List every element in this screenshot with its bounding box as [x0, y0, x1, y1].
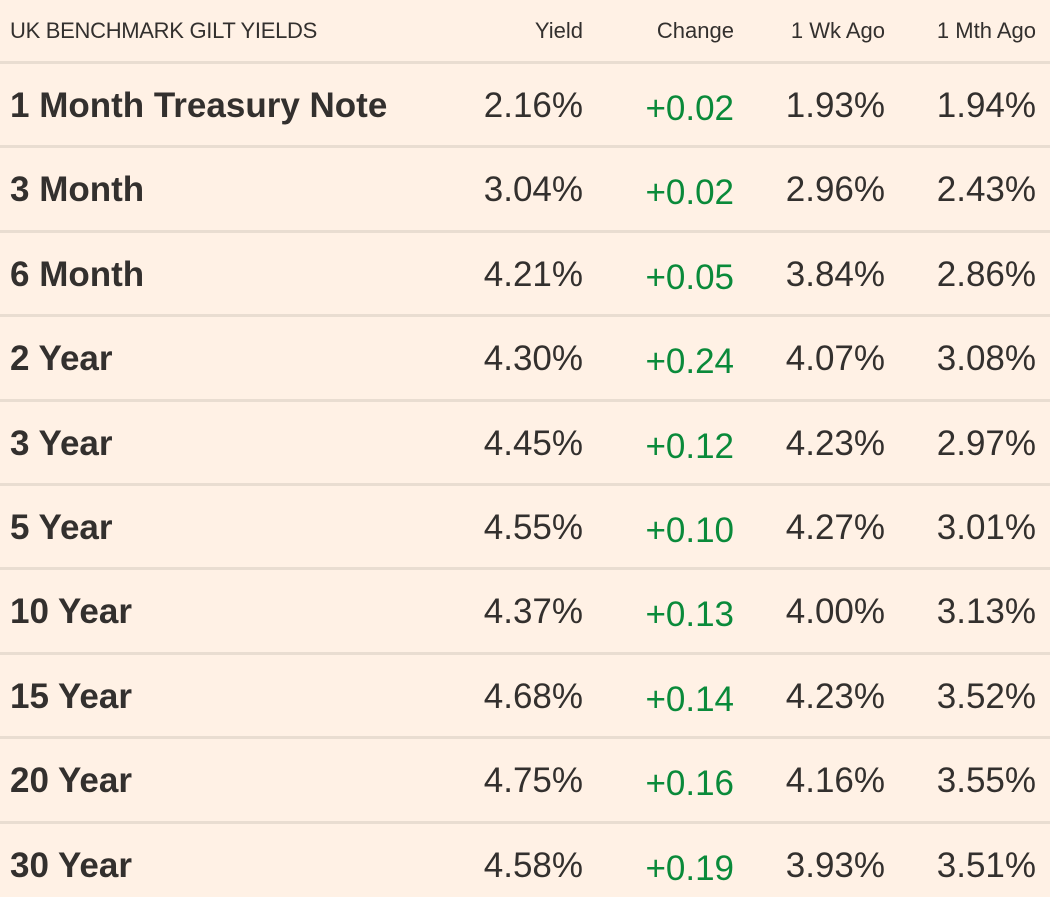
column-header-1wk-ago: 1 Wk Ago — [790, 18, 885, 43]
row-change: +0.14 — [645, 679, 734, 719]
row-yield: 4.37% — [483, 592, 583, 632]
row-yield: 3.04% — [483, 170, 583, 210]
row-1mth-ago: 3.08% — [936, 339, 1036, 379]
table-row: 5 Year 4.55% +0.10 4.27% 3.01% — [0, 482, 1050, 567]
table-header: UK BENCHMARK GILT YIELDS Yield Change 1 … — [0, 0, 1050, 62]
row-1wk-ago: 4.23% — [785, 423, 885, 463]
row-1wk-ago: 3.93% — [785, 845, 885, 885]
column-header-change: Change — [656, 18, 734, 43]
row-1wk-ago: 4.27% — [785, 507, 885, 547]
table-row: 3 Month 3.04% +0.02 2.96% 2.43% — [0, 145, 1050, 229]
row-1wk-ago: 4.23% — [785, 676, 885, 716]
row-maturity: 20 Year — [10, 761, 132, 801]
row-1mth-ago: 1.94% — [936, 86, 1036, 125]
row-change: +0.13 — [645, 595, 734, 635]
row-maturity: 1 Month Treasury Note — [10, 86, 388, 125]
row-1mth-ago: 2.97% — [936, 423, 1036, 463]
table-row: 6 Month 4.21% +0.05 3.84% 2.86% — [0, 229, 1050, 314]
row-maturity: 10 Year — [10, 592, 132, 632]
row-1mth-ago: 3.51% — [936, 845, 1036, 885]
row-yield: 4.30% — [483, 339, 583, 379]
row-maturity: 30 Year — [10, 845, 132, 885]
column-header-1mth-ago: 1 Mth Ago — [936, 18, 1036, 43]
row-change: +0.02 — [645, 89, 734, 128]
table-row: 20 Year 4.75% +0.16 4.16% 3.55% — [0, 736, 1050, 820]
row-1wk-ago: 3.84% — [785, 254, 885, 294]
row-yield: 4.21% — [483, 254, 583, 294]
row-1mth-ago: 3.55% — [936, 761, 1036, 801]
row-yield: 4.55% — [483, 507, 583, 547]
row-change: +0.19 — [645, 848, 734, 888]
row-1mth-ago: 3.13% — [936, 592, 1036, 632]
row-maturity: 5 Year — [10, 507, 113, 547]
row-1wk-ago: 4.16% — [785, 761, 885, 801]
row-1mth-ago: 3.52% — [936, 676, 1036, 716]
row-maturity: 6 Month — [10, 254, 145, 294]
column-header-yield: Yield — [534, 18, 583, 43]
row-1mth-ago: 2.86% — [936, 254, 1036, 294]
row-1mth-ago: 2.43% — [936, 170, 1036, 210]
row-change: +0.05 — [645, 257, 734, 297]
row-1wk-ago: 4.00% — [785, 592, 885, 632]
row-change: +0.16 — [645, 764, 734, 804]
row-yield: 4.58% — [483, 845, 583, 885]
table-title: UK BENCHMARK GILT YIELDS — [10, 18, 317, 43]
row-maturity: 3 Year — [10, 423, 113, 463]
row-change: +0.24 — [645, 342, 734, 382]
row-1wk-ago: 1.93% — [785, 86, 885, 125]
row-1mth-ago: 3.01% — [936, 507, 1036, 547]
row-change: +0.12 — [645, 426, 734, 466]
table-row: 15 Year 4.68% +0.14 4.23% 3.52% — [0, 651, 1050, 736]
row-change: +0.10 — [645, 510, 734, 550]
table-row: 3 Year 4.45% +0.12 4.23% 2.97% — [0, 398, 1050, 483]
table-row: 30 Year 4.58% +0.19 3.93% 3.51% — [0, 820, 1050, 897]
table-row: 2 Year 4.30% +0.24 4.07% 3.08% — [0, 314, 1050, 398]
table-row: 1 Month Treasury Note 2.16% +0.02 1.93% … — [0, 61, 1050, 145]
table-row: 10 Year 4.37% +0.13 4.00% 3.13% — [0, 567, 1050, 651]
row-maturity: 2 Year — [10, 339, 113, 379]
row-yield: 2.16% — [483, 86, 583, 125]
row-yield: 4.68% — [483, 676, 583, 716]
table-body: 1 Month Treasury Note 2.16% +0.02 1.93% … — [0, 61, 1050, 897]
row-maturity: 3 Month — [10, 170, 145, 210]
row-maturity: 15 Year — [10, 676, 132, 716]
row-change: +0.02 — [645, 173, 734, 213]
row-1wk-ago: 2.96% — [785, 170, 885, 210]
row-1wk-ago: 4.07% — [785, 339, 885, 379]
row-yield: 4.45% — [483, 423, 583, 463]
row-yield: 4.75% — [483, 761, 583, 801]
